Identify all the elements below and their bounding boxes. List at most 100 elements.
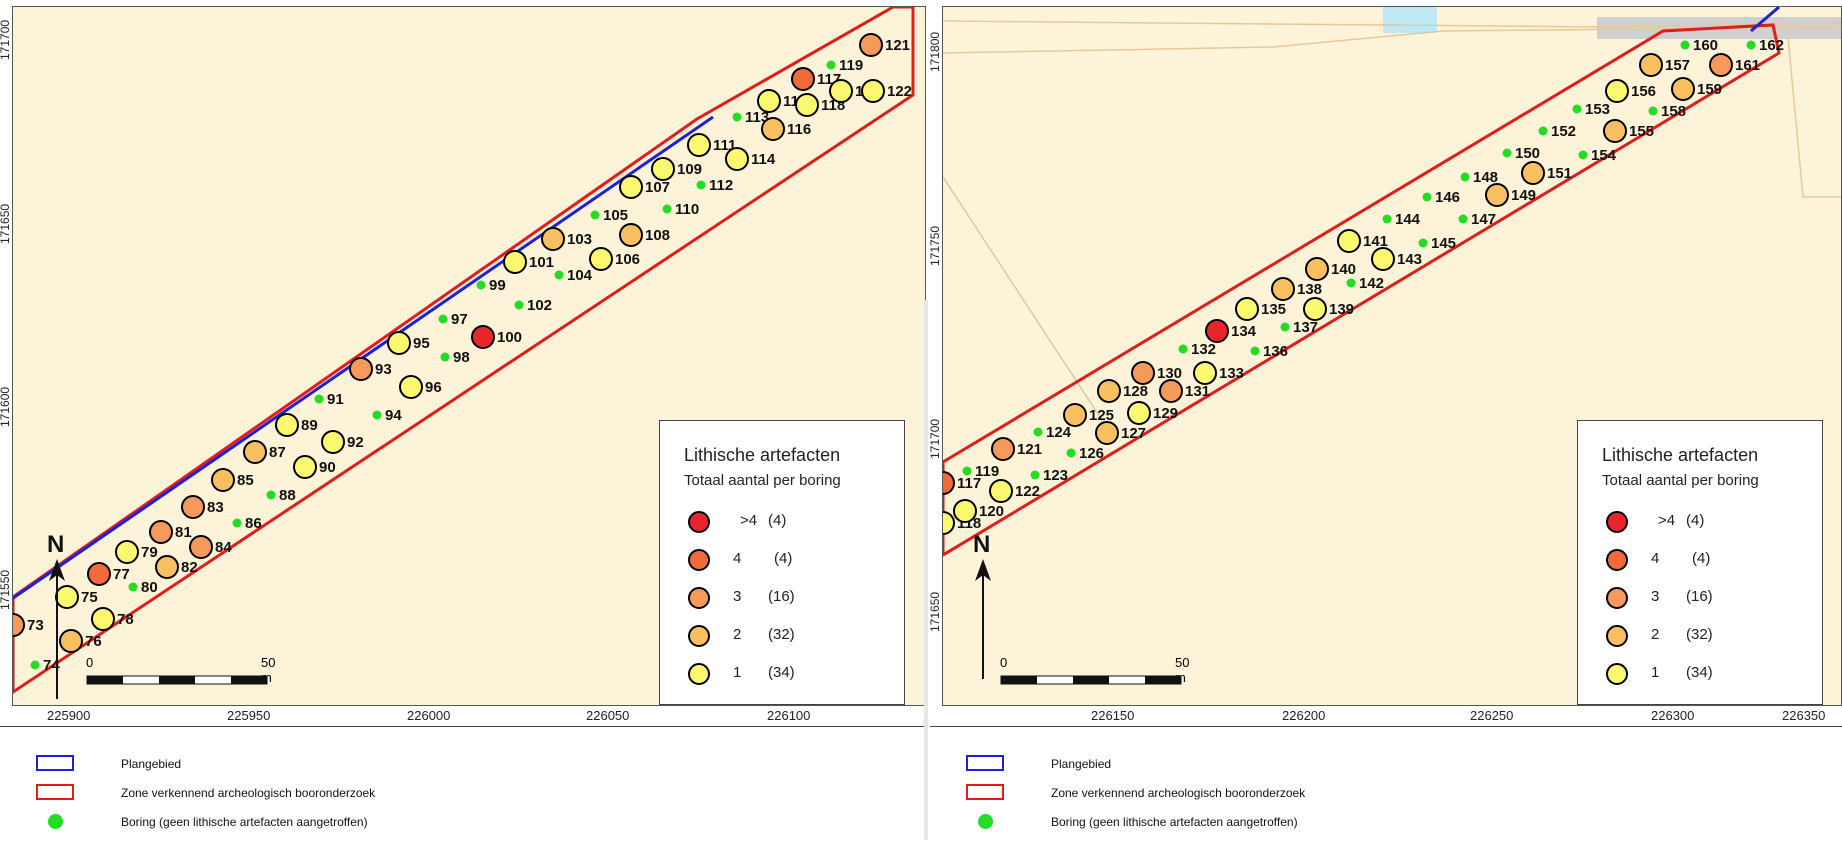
boring-label: 97 [451,311,468,328]
boring-dot [438,314,448,324]
boring-point: 123 [1030,467,1068,484]
boring-label: 109 [677,161,702,178]
legend-count: (4) [1692,550,1711,567]
boring-label: 113 [745,109,769,126]
boring-marker [243,440,267,464]
boring-marker [155,555,179,579]
boring-point: 78 [91,607,134,631]
boring-label: 140 [1331,261,1356,278]
boring-point: 108 [619,223,670,247]
boring-marker [619,175,643,199]
boring-label: 101 [529,254,554,271]
legend-dot [688,625,710,647]
boring-label: 104 [567,267,593,284]
boring-marker [861,79,885,103]
boring-label: 129 [1153,405,1178,422]
map-frame: 73 74 75 76 77 78 79 80 81 82 83 84 85 86 87 88 89 90 91 92… [12,6,926,706]
boring-dot [1578,150,1588,160]
boring-label: 76 [85,633,102,650]
boring-swatch [48,814,63,829]
boring-point: 100 [471,325,522,349]
boring-point: 110 [662,201,699,218]
boring-label: 122 [1015,483,1040,500]
boring-point: 102 [514,297,552,314]
legend-row: 2 (32) [1606,623,1816,653]
boring-label: 86 [245,515,262,532]
legend-class: 4 [733,550,742,567]
boring-point: 156 [1605,79,1656,103]
boring-point: 136 [1250,343,1288,360]
boring-label: Boring (geen lithische artefacten aanget… [121,815,368,829]
legend-row: 2 (32) [688,623,898,653]
boring-label: 102 [527,297,552,314]
boring-label: 124 [1046,424,1072,441]
legend-subtitle: Totaal aantal per boring [684,472,841,489]
boring-marker [1235,297,1259,321]
boring-point: 158 [1648,103,1686,120]
boring-marker [1063,403,1087,427]
boring-label: 116 [787,121,811,138]
boring-point: 157 [1639,53,1690,77]
boring-marker [1305,257,1329,281]
boring-point: 146 [1422,189,1460,206]
boring-point: 150 [1502,145,1540,162]
legend-count: (16) [1686,588,1713,605]
boring-point: 119 [826,57,863,74]
x-tick: 226200 [1282,708,1326,723]
boring-label: 90 [319,459,336,476]
boring-label: 135 [1261,301,1286,318]
boring-label: 88 [279,487,296,504]
boring-marker [399,375,423,399]
boring-label: 99 [489,277,506,294]
boring-marker [181,495,205,519]
boring-marker [13,613,25,637]
boring-label: 156 [1631,83,1656,100]
boring-label: 82 [181,559,198,576]
boring-marker [1127,401,1151,425]
boring-point: 134 [1205,319,1257,343]
y-tick: 171700 [928,418,942,459]
boring-label: 138 [1297,281,1322,298]
x-tick: 226350 [1782,708,1826,723]
boring-marker [761,117,785,141]
scale-bar-icon: 0 50 m [1000,655,1190,687]
legend-panel: Lithische artefacten Totaal aantal per b… [1577,420,1823,705]
boring-marker [757,89,781,113]
boring-point: 160 [1680,37,1718,54]
scale-bar-icon: 0 50 m [86,655,276,687]
boring-marker [829,79,853,103]
boring-label: 149 [1511,187,1536,204]
boring-label: 77 [113,566,130,583]
boring-marker [1095,421,1119,445]
boring-label: 79 [141,544,158,561]
boring-point: 129 [1127,401,1178,425]
boring-label: 87 [269,444,286,461]
legend-row: 3 (16) [1606,585,1816,615]
boring-dot [1030,470,1040,480]
boring-label: 93 [375,361,392,378]
boring-label: 141 [1363,233,1388,250]
legend-dot [688,663,710,685]
boring-label: 84 [215,539,232,556]
north-arrow-icon: N [973,531,991,679]
boring-dot [1502,148,1512,158]
plan-area-swatch [966,755,1004,771]
boring-marker [321,430,345,454]
boring-marker [589,247,613,271]
legend-count: (32) [768,626,795,643]
boring-label: 147 [1471,211,1496,228]
boring-label: 121 [885,37,910,54]
y-tick: 171800 [928,31,942,72]
boring-point: 84 [189,535,232,559]
boring-dot [1458,214,1468,224]
boring-dot [590,210,600,220]
boring-point: 162 [1746,37,1784,54]
boring-point: 149 [1485,183,1536,207]
legend-class: 3 [733,588,742,605]
parcel-line [943,26,1841,54]
boring-point: 79 [115,540,158,564]
boring-marker [1337,229,1361,253]
bottom-legend: Plangebied Zone verkennend archeologisch… [0,726,926,841]
boring-label: 81 [175,524,192,541]
boring-point: 73 [13,613,44,637]
